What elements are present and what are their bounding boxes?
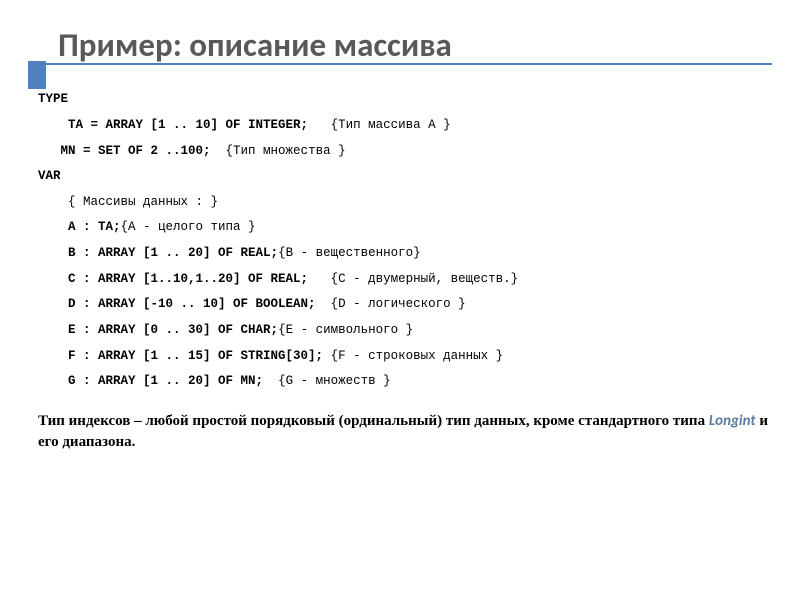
code-rest: {G - множеств } [263, 374, 391, 388]
code-rest: { Массивы данных : } [68, 195, 218, 209]
code-pad [38, 272, 68, 286]
code-pad [38, 144, 61, 158]
code-block: TYPE TA = ARRAY [1 .. 10] OF INTEGER; {Т… [38, 87, 772, 395]
code-rest: {Тип массива А } [308, 118, 451, 132]
code-line: B : ARRAY [1 .. 20] OF REAL;{B - веществ… [38, 241, 772, 267]
code-pad [38, 323, 68, 337]
code-line: C : ARRAY [1..10,1..20] OF REAL; {C - дв… [38, 267, 772, 293]
accent-bar [28, 61, 46, 89]
code-bold: E : ARRAY [0 .. 30] OF CHAR; [68, 323, 278, 337]
code-pad [38, 220, 68, 234]
code-bold: MN = SET OF 2 ..100; [61, 144, 211, 158]
footnote-before: Тип индексов – любой простой порядковый … [38, 413, 709, 429]
code-rest: {B - вещественного} [278, 246, 421, 260]
slide-title: Пример: описание массива [58, 27, 772, 63]
code-bold: D : ARRAY [-10 .. 10] OF BOOLEAN; [68, 297, 316, 311]
code-line: TYPE [38, 87, 772, 113]
code-line: A : TA;{A - целого типа } [38, 215, 772, 241]
code-pad [38, 297, 68, 311]
code-pad [38, 195, 68, 209]
code-bold: G : ARRAY [1 .. 20] OF MN; [68, 374, 263, 388]
code-pad [38, 118, 68, 132]
code-bold: VAR [38, 169, 61, 183]
code-line: TA = ARRAY [1 .. 10] OF INTEGER; {Тип ма… [38, 113, 772, 139]
code-bold: C : ARRAY [1..10,1..20] OF REAL; [68, 272, 308, 286]
code-line: D : ARRAY [-10 .. 10] OF BOOLEAN; {D - л… [38, 292, 772, 318]
code-bold: F : ARRAY [1 .. 15] OF STRING[30]; [68, 349, 323, 363]
code-pad [38, 349, 68, 363]
footnote-em: Longint [709, 412, 756, 430]
code-line: E : ARRAY [0 .. 30] OF CHAR;{E - символь… [38, 318, 772, 344]
code-line: VAR [38, 164, 772, 190]
code-line: G : ARRAY [1 .. 20] OF MN; {G - множеств… [38, 369, 772, 395]
code-pad [38, 374, 68, 388]
code-pad [38, 246, 68, 260]
code-rest: {E - символьного } [278, 323, 413, 337]
code-bold: TYPE [38, 92, 68, 106]
code-rest: {F - строковых данных } [323, 349, 503, 363]
code-rest: {C - двумерный, веществ.} [308, 272, 518, 286]
code-line: MN = SET OF 2 ..100; {Тип множества } [38, 139, 772, 165]
footnote: Тип индексов – любой простой порядковый … [38, 411, 772, 453]
code-bold: B : ARRAY [1 .. 20] OF REAL; [68, 246, 278, 260]
code-rest: {D - логического } [316, 297, 466, 311]
code-line: F : ARRAY [1 .. 15] OF STRING[30]; {F - … [38, 344, 772, 370]
code-bold: TA = ARRAY [1 .. 10] OF INTEGER; [68, 118, 308, 132]
code-bold: A : TA; [68, 220, 121, 234]
code-rest: {Тип множества } [211, 144, 346, 158]
code-line: { Массивы данных : } [38, 190, 772, 216]
code-rest: {A - целого типа } [121, 220, 256, 234]
